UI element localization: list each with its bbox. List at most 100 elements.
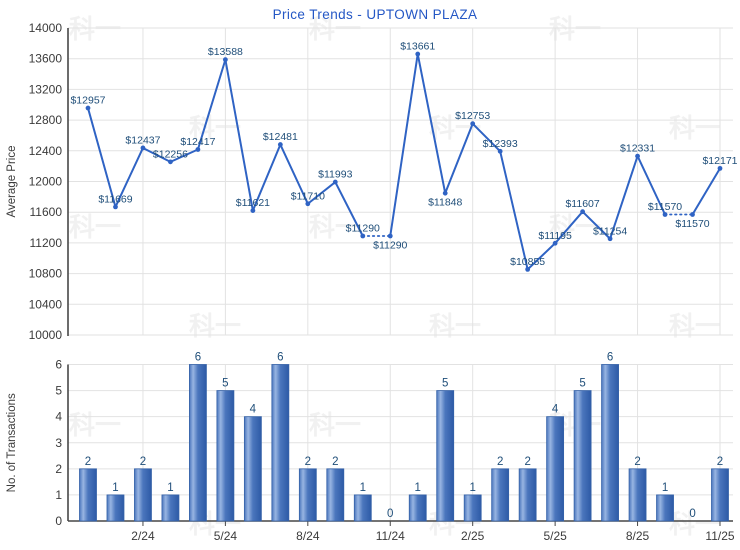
price-point[interactable] — [387, 233, 393, 239]
bar-value-label: 5 — [579, 378, 585, 390]
transaction-bar[interactable] — [243, 416, 262, 522]
transaction-bar[interactable] — [353, 494, 372, 522]
watermark-text: 科一 — [429, 311, 481, 341]
transaction-bar[interactable] — [134, 468, 152, 522]
price-y-tick-label: 14000 — [29, 21, 63, 35]
bar-value-label: 4 — [250, 404, 257, 416]
price-point-label: $11195 — [538, 230, 572, 242]
price-point-label: $11570 — [648, 201, 682, 213]
price-line-segment — [581, 210, 612, 240]
price-point-label: $11607 — [565, 198, 599, 210]
transaction-bar[interactable] — [408, 494, 427, 522]
price-line-segment — [169, 148, 199, 163]
price-line-segment — [334, 181, 364, 237]
x-axis-tick-label: 5/25 — [543, 529, 567, 543]
price-y-tick-label: 11200 — [30, 236, 63, 250]
price-point[interactable] — [442, 190, 448, 196]
price-point-label: $11290 — [373, 239, 407, 251]
price-line-segment — [636, 155, 667, 216]
price-point-label: $13588 — [208, 46, 243, 58]
price-point[interactable] — [415, 51, 421, 57]
transaction-bar[interactable] — [79, 468, 97, 522]
price-point[interactable] — [168, 159, 173, 165]
transaction-bar[interactable] — [518, 468, 537, 522]
watermark-text: 科一 — [549, 212, 601, 242]
price-line-segment — [306, 181, 337, 205]
price-point[interactable] — [497, 148, 503, 154]
transaction-bar[interactable] — [656, 494, 674, 522]
transaction-bar[interactable] — [326, 468, 345, 522]
transaction-bar[interactable] — [298, 468, 317, 522]
transaction-bar[interactable] — [161, 494, 180, 522]
price-point[interactable] — [305, 201, 311, 207]
price-point[interactable] — [113, 204, 118, 210]
price-point[interactable] — [195, 147, 201, 152]
transaction-bar[interactable] — [189, 364, 207, 522]
price-y-tick-label: 13200 — [29, 82, 63, 96]
price-point[interactable] — [85, 105, 91, 111]
price-point[interactable] — [332, 179, 338, 185]
transaction-bar[interactable] — [491, 468, 510, 522]
transaction-bar[interactable] — [216, 390, 235, 522]
y-axis-title-transactions: No. of Transactions — [6, 393, 18, 492]
bar-value-label: 2 — [524, 456, 530, 468]
price-point[interactable] — [717, 165, 723, 171]
watermark-text: 科一 — [549, 14, 601, 44]
x-axis-tick-label: 11/24 — [376, 529, 405, 543]
bar-value-label: 6 — [195, 352, 201, 364]
bar-value-label: 4 — [552, 404, 559, 416]
transaction-bar[interactable] — [573, 390, 592, 522]
chart-title: Price Trends - UPTOWN PLAZA — [273, 7, 478, 22]
transaction-bar[interactable] — [546, 416, 565, 522]
bar-value-label: 5 — [222, 378, 228, 390]
transaction-bar[interactable] — [106, 494, 125, 522]
price-point[interactable] — [662, 212, 668, 217]
price-point-label: $10855 — [510, 256, 545, 268]
x-axis-tick-label: 2/24 — [131, 529, 155, 543]
price-line-segment — [526, 242, 557, 271]
price-line-segment — [114, 146, 144, 208]
price-point[interactable] — [277, 142, 283, 147]
price-point[interactable] — [635, 153, 640, 159]
price-line-segment — [416, 53, 447, 195]
bar-value-label: 2 — [85, 456, 91, 468]
price-line-segment — [499, 150, 529, 271]
price-point[interactable] — [525, 266, 531, 272]
price-line-segment — [554, 210, 584, 245]
price-y-tick-label: 12400 — [29, 144, 63, 158]
tx-y-tick-label: 1 — [55, 488, 62, 502]
transaction-bar[interactable] — [436, 390, 455, 522]
price-point[interactable] — [607, 236, 613, 242]
price-line-segment — [471, 122, 502, 153]
price-y-tick-label: 13600 — [29, 52, 63, 66]
price-point-label: $11621 — [236, 197, 270, 209]
price-point[interactable] — [360, 233, 366, 239]
price-point-label: $12753 — [455, 110, 490, 122]
watermark-text: 科一 — [309, 14, 361, 44]
tx-y-tick-label: 6 — [55, 358, 62, 372]
price-point[interactable] — [222, 57, 228, 63]
price-point[interactable] — [690, 212, 695, 217]
bar-value-label: 1 — [167, 482, 173, 494]
transaction-bar[interactable] — [463, 494, 482, 522]
watermark-text: 科一 — [669, 113, 721, 143]
price-point[interactable] — [470, 121, 476, 127]
price-point[interactable] — [580, 209, 586, 215]
price-point[interactable] — [552, 240, 558, 246]
price-line-segment — [609, 155, 639, 240]
x-axis-tick-label: 11/25 — [705, 529, 734, 543]
price-line-segment — [389, 53, 419, 237]
transaction-bar[interactable] — [711, 468, 729, 522]
price-y-tick-label: 12800 — [29, 113, 63, 127]
price-y-tick-label: 11600 — [30, 205, 63, 219]
price-y-tick-label: 10800 — [29, 267, 63, 281]
transaction-bar[interactable] — [628, 468, 647, 522]
tx-y-tick-label: 2 — [55, 462, 62, 476]
bar-value-label: 1 — [112, 482, 118, 494]
x-axis-tick-label: 5/24 — [214, 529, 238, 543]
transaction-bar[interactable] — [601, 364, 619, 522]
price-point[interactable] — [250, 208, 256, 213]
price-point[interactable] — [140, 145, 146, 151]
watermark-text: 科一 — [309, 410, 361, 440]
transaction-bar[interactable] — [271, 364, 290, 522]
